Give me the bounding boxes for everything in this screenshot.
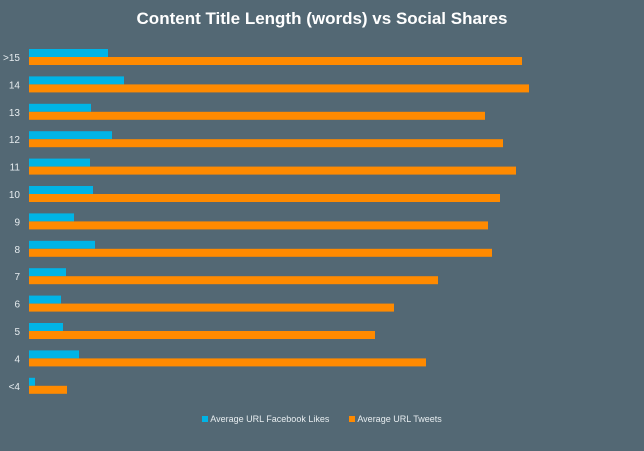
legend-item-facebook: Average URL Facebook Likes	[202, 414, 329, 424]
bar-facebook-likes	[29, 103, 91, 112]
category-label: 6	[14, 300, 20, 311]
bar-tweets	[29, 166, 516, 175]
category-label: 9	[14, 217, 20, 228]
bar-tweets	[29, 57, 522, 65]
category-label: 10	[9, 190, 21, 201]
category-label: 13	[9, 108, 21, 119]
category-label: 12	[9, 135, 21, 146]
bar-facebook-likes	[29, 213, 74, 222]
category-label: 7	[14, 272, 20, 283]
bar-facebook-likes	[29, 76, 124, 85]
bar-tweets	[29, 194, 500, 202]
bar-tweets	[29, 84, 529, 93]
bar-facebook-likes	[29, 350, 79, 359]
bar-tweets	[29, 385, 67, 394]
legend-label-tweets: Average URL Tweets	[357, 414, 442, 424]
bar-facebook-likes	[29, 268, 66, 277]
legend: Average URL Facebook Likes Average URL T…	[0, 414, 644, 424]
category-label: <4	[9, 382, 21, 393]
bar-facebook-likes	[29, 323, 63, 331]
bar-facebook-likes	[29, 186, 93, 194]
bar-tweets	[29, 139, 503, 148]
category-label: 4	[14, 354, 20, 365]
bar-tweets	[29, 358, 426, 367]
bar-tweets	[29, 303, 394, 312]
bar-facebook-likes	[29, 377, 35, 386]
chart-title: Content Title Length (words) vs Social S…	[136, 9, 508, 28]
category-label: 14	[9, 80, 21, 91]
category-label: 11	[10, 163, 21, 174]
bar-facebook-likes	[29, 49, 108, 57]
bar-tweets	[29, 111, 485, 120]
bar-tweets	[29, 276, 438, 285]
bar-facebook-likes	[29, 131, 112, 140]
category-label: 5	[14, 327, 20, 338]
category-label: >15	[3, 53, 20, 64]
legend-swatch-facebook	[202, 416, 209, 422]
bar-tweets	[29, 221, 488, 230]
legend-swatch-tweets	[349, 416, 356, 422]
bar-facebook-likes	[29, 240, 95, 249]
bar-facebook-likes	[29, 295, 61, 304]
bar-tweets	[29, 331, 375, 339]
category-label: 8	[14, 245, 20, 256]
legend-label-facebook: Average URL Facebook Likes	[210, 414, 330, 424]
bar-facebook-likes	[29, 158, 90, 167]
legend-item-tweets: Average URL Tweets	[349, 414, 442, 424]
bar-tweets	[29, 248, 492, 257]
